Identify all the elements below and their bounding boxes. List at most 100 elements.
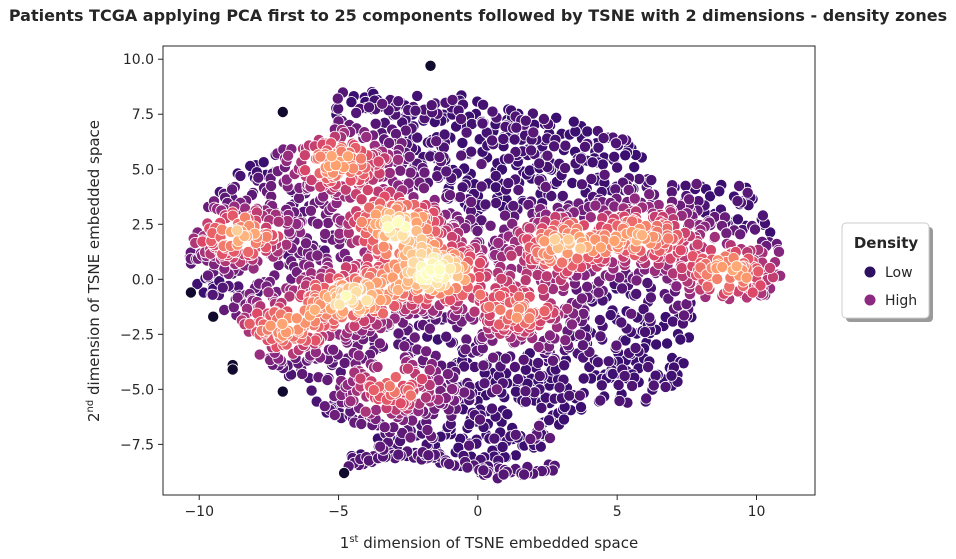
scatter-point: [525, 144, 538, 157]
outlier-point: [184, 286, 197, 299]
scatter-point: [559, 139, 572, 152]
scatter-point: [257, 156, 270, 169]
scatter-point: [581, 125, 594, 138]
scatter-point: [495, 272, 508, 285]
scatter-point: [639, 326, 652, 339]
scatter-point: [608, 150, 621, 163]
scatter-point: [423, 322, 436, 335]
scatter-point: [683, 193, 696, 206]
scatter-point: [430, 135, 443, 148]
scatter-point: [318, 400, 331, 413]
scatter-point: [404, 166, 417, 179]
chart-title: Patients TCGA applying PCA first to 25 c…: [9, 6, 947, 25]
scatter-point: [404, 431, 417, 444]
scatter-point: [538, 235, 551, 248]
scatter-point: [637, 303, 650, 316]
scatter-point: [764, 261, 777, 274]
scatter-point: [576, 339, 589, 352]
scatter-point: [519, 363, 532, 376]
scatter-point: [292, 191, 305, 204]
scatter-point: [650, 338, 663, 351]
scatter-point: [628, 161, 641, 174]
scatter-point: [460, 126, 473, 139]
scatter-point: [756, 209, 769, 222]
scatter-point: [594, 394, 607, 407]
scatter-point: [304, 204, 317, 217]
scatter-point: [367, 384, 380, 397]
scatter-point: [465, 195, 478, 208]
scatter-point: [670, 280, 683, 293]
scatter-point: [548, 140, 561, 153]
outlier-point: [207, 310, 220, 323]
scatter-point: [433, 263, 446, 276]
scatter-point: [471, 224, 484, 237]
scatter-point: [532, 356, 545, 369]
scatter-point: [458, 360, 471, 373]
scatter-point: [619, 149, 632, 162]
scatter-point: [381, 221, 394, 234]
scatter-point: [497, 132, 510, 145]
x-axis-label-ordinal: 1: [340, 534, 350, 552]
scatter-point: [581, 280, 594, 293]
scatter-point: [537, 113, 550, 126]
legend-title: Density: [854, 234, 919, 252]
scatter-point: [378, 421, 391, 434]
scatter-point: [486, 105, 499, 118]
scatter-point: [411, 131, 424, 144]
scatter-point: [548, 233, 561, 246]
scatter-point: [440, 330, 453, 343]
scatter-point: [419, 391, 432, 404]
scatter-point: [487, 351, 500, 364]
y-axis-label-ordinal: 2: [85, 412, 103, 422]
scatter-point: [342, 150, 355, 163]
scatter-point: [359, 405, 372, 418]
scatter-point: [389, 371, 402, 384]
scatter-point: [571, 252, 584, 265]
scatter-point: [264, 319, 277, 332]
scatter-point: [593, 313, 606, 326]
scatter-point: [553, 381, 566, 394]
scatter-point: [622, 183, 635, 196]
scatter-point: [376, 97, 389, 110]
x-axis-label-rest: dimension of TSNE embedded space: [358, 534, 638, 552]
scatter-point: [489, 169, 502, 182]
scatter-point: [490, 383, 503, 396]
scatter-point: [704, 190, 717, 203]
scatter-point: [355, 193, 368, 206]
scatter-point: [543, 414, 556, 427]
scatter-point: [574, 328, 587, 341]
scatter-point: [401, 362, 414, 375]
scatter-point: [479, 198, 492, 211]
scatter-point: [512, 183, 525, 196]
scatter-point: [276, 317, 289, 330]
scatter-point: [540, 270, 553, 283]
scatter-point: [690, 177, 703, 190]
x-tick-label: −10: [184, 504, 214, 520]
scatter-point: [446, 383, 459, 396]
scatter-point: [628, 192, 641, 205]
scatter-point: [562, 233, 575, 246]
scatter-point: [678, 309, 691, 322]
scatter-point: [468, 305, 481, 318]
scatter-point: [373, 337, 386, 350]
scatter-point: [404, 389, 417, 402]
outlier-point: [424, 59, 437, 72]
scatter-point: [618, 369, 631, 382]
scatter-point: [392, 153, 405, 166]
scatter-point: [533, 370, 546, 383]
scatter-point: [360, 130, 373, 143]
scatter-point: [493, 318, 506, 331]
x-tick-label: 5: [613, 504, 622, 520]
scatter-point: [519, 395, 532, 408]
scatter-point: [720, 227, 733, 240]
scatter-point: [773, 245, 786, 258]
scatter-point: [282, 149, 295, 162]
scatter-point: [403, 150, 416, 163]
scatter-point: [327, 343, 340, 356]
scatter-point: [508, 360, 521, 373]
scatter-point: [272, 215, 285, 228]
scatter-point: [398, 340, 411, 353]
scatter-point: [640, 392, 653, 405]
scatter-point: [374, 440, 387, 453]
